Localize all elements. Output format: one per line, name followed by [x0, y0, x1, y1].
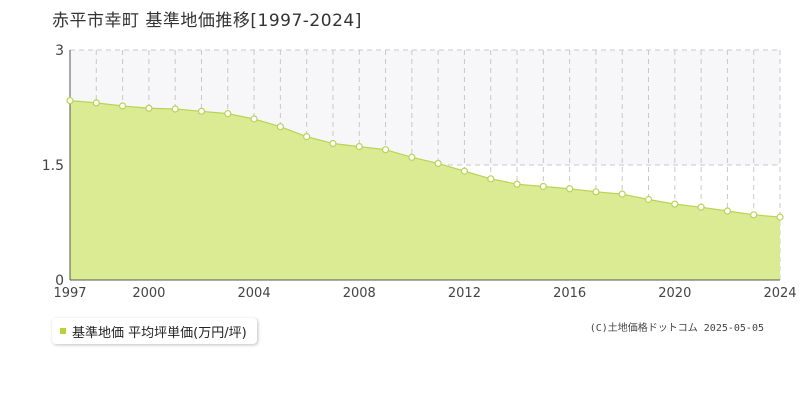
data-point — [539, 182, 547, 191]
data-point — [671, 200, 679, 208]
series-area — [70, 100, 780, 280]
data-point — [513, 180, 521, 188]
legend-swatch — [60, 328, 66, 334]
data-point — [566, 185, 574, 193]
data-point — [92, 99, 100, 107]
data-point — [776, 213, 784, 221]
data-point — [276, 123, 284, 131]
data-point — [355, 143, 363, 151]
data-point — [197, 107, 206, 115]
y-tick-label: 0 — [55, 273, 64, 289]
data-point — [66, 96, 74, 105]
x-tick-label: 2000 — [132, 286, 165, 301]
data-point — [750, 211, 758, 219]
data-point — [118, 102, 127, 110]
x-tick-label: 2004 — [238, 286, 271, 301]
data-point — [592, 188, 600, 196]
x-tick-label: 1997 — [53, 286, 86, 301]
x-tick-label: 2016 — [553, 286, 586, 301]
data-point — [329, 139, 337, 148]
data-point — [434, 159, 442, 168]
data-point — [381, 146, 390, 154]
x-tick-label: 2012 — [448, 286, 481, 301]
data-point — [408, 153, 416, 161]
data-point — [697, 203, 705, 211]
y-tick-label: 3 — [55, 43, 64, 59]
data-point — [460, 167, 469, 175]
x-tick-label: 2020 — [658, 286, 691, 301]
data-point — [303, 133, 311, 141]
data-point — [487, 175, 495, 183]
y-tick-label: 1.5 — [42, 158, 64, 174]
data-point — [145, 104, 153, 112]
chart-title: 赤平市幸町 基準地価推移[1997-2024] — [52, 11, 362, 31]
data-point — [250, 115, 258, 123]
data-point — [723, 207, 732, 215]
legend-label: 基準地価 平均坪単価(万円/坪) — [72, 325, 247, 341]
x-tick-label: 2008 — [343, 286, 376, 301]
data-point — [644, 195, 653, 204]
copyright-credit: (C)土地価格ドットコム 2025-05-05 — [589, 323, 764, 334]
x-tick-label: 2024 — [763, 286, 796, 301]
data-point — [171, 105, 179, 113]
data-point — [618, 190, 626, 198]
chart-legend: 基準地価 平均坪単価(万円/坪) — [52, 318, 257, 344]
series-line — [69, 100, 781, 218]
data-point — [224, 110, 232, 118]
